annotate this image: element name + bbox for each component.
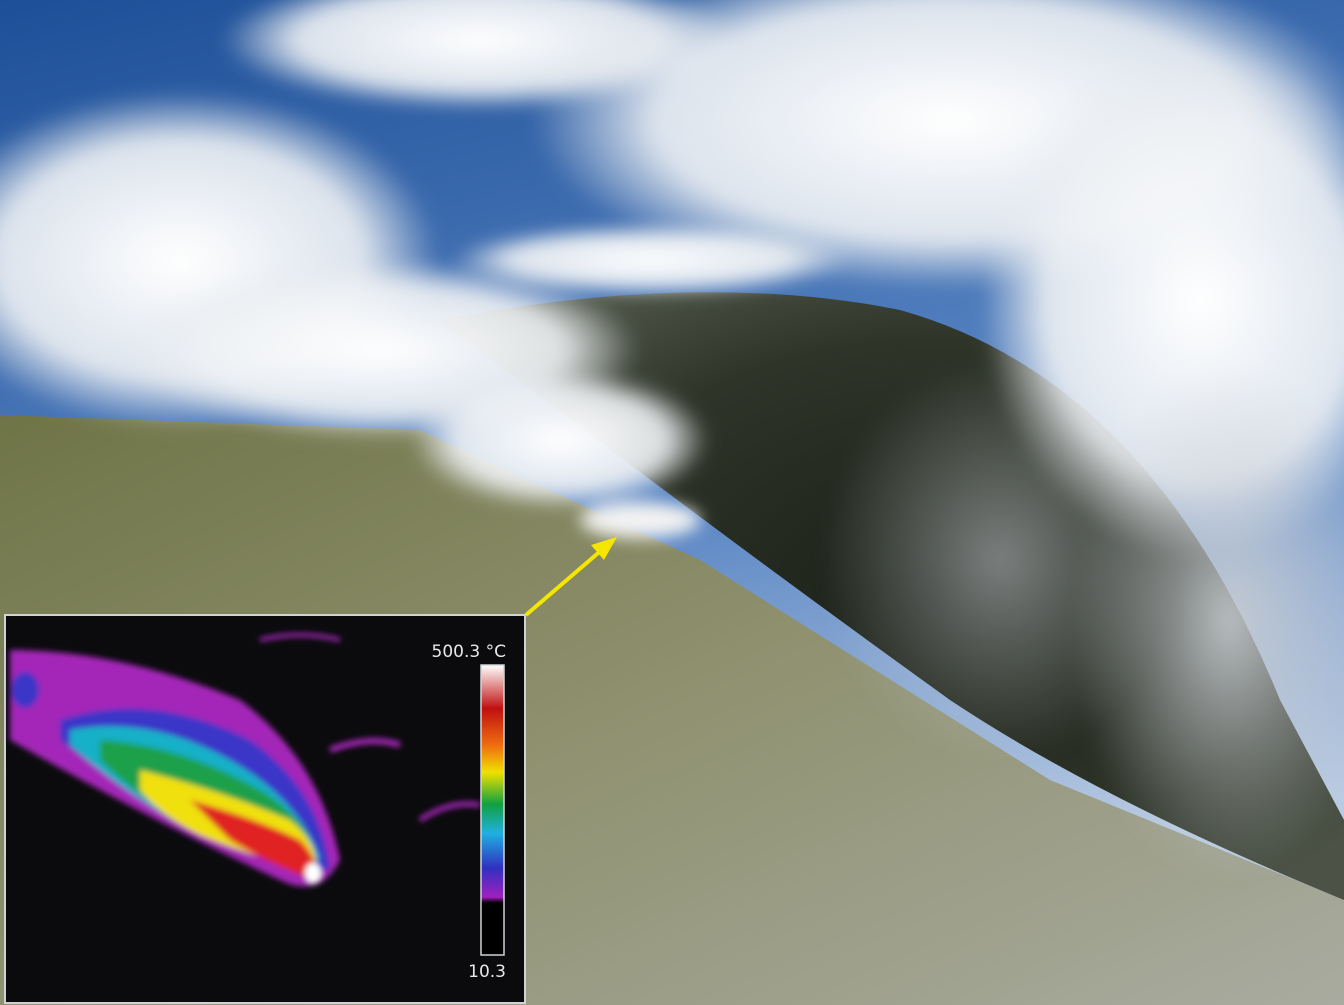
arrow-line [524,546,606,617]
scale-max-label: 500.3 °C [432,642,506,662]
scale-min-label: 10.3 [468,962,506,982]
arrow-head [591,537,617,560]
color-scale-bar [480,664,505,956]
thermal-inset: 500.3 °C 10.3 [4,614,526,1004]
thermal-blob [10,633,481,887]
clouds [0,0,1344,880]
